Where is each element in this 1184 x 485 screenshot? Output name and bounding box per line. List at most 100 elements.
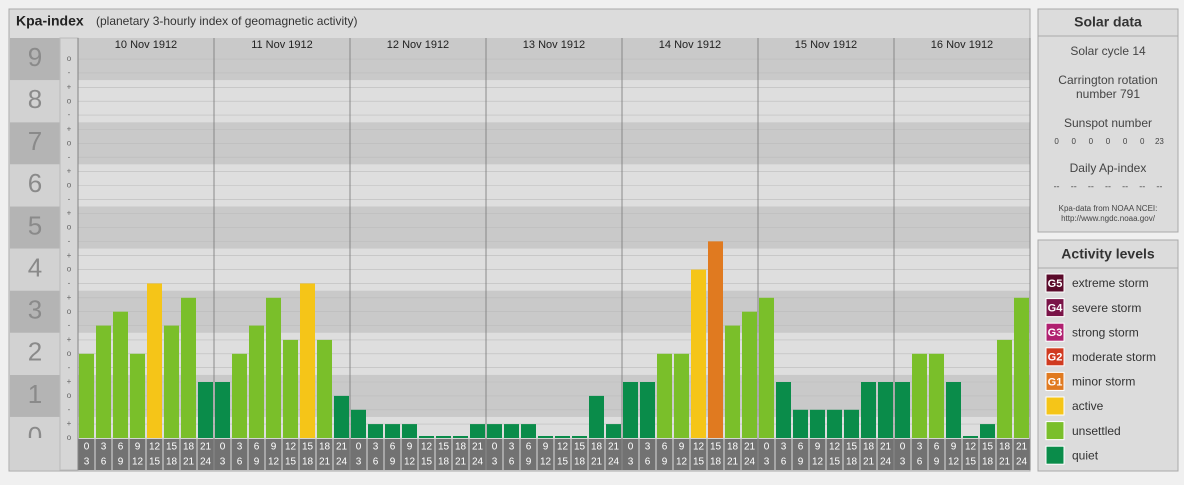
hour-cell <box>180 439 197 470</box>
y-major-label: 7 <box>28 126 42 156</box>
x-tick-label: 15 <box>285 457 297 468</box>
x-tick-label: 24 <box>1016 457 1028 468</box>
hour-cell <box>231 439 248 470</box>
x-tick-label: 18 <box>438 457 450 468</box>
x-tick-label: 24 <box>200 457 212 468</box>
x-tick-label: 15 <box>149 457 161 468</box>
x-tick-label: 18 <box>166 457 178 468</box>
label-band <box>10 290 60 333</box>
bar <box>895 382 910 438</box>
hour-cell <box>333 439 350 470</box>
y-tick-label: - <box>68 152 71 161</box>
x-tick-label: 15 <box>846 442 858 453</box>
bar <box>334 395 349 438</box>
x-tick-label: 12 <box>404 457 416 468</box>
bar <box>436 436 451 438</box>
y-tick-label: + <box>67 124 72 133</box>
legend-title: Activity levels <box>1061 246 1155 262</box>
sunspot-value: 23 <box>1155 137 1164 146</box>
bar <box>130 353 145 438</box>
x-tick-label: 3 <box>628 457 634 468</box>
hour-cell <box>350 439 367 470</box>
x-tick-label: 9 <box>934 457 940 468</box>
bar <box>810 409 825 438</box>
x-tick-label: 18 <box>863 442 875 453</box>
bar <box>623 382 638 438</box>
x-tick-label: 15 <box>421 457 433 468</box>
x-tick-label: 21 <box>1016 442 1028 453</box>
bar <box>249 325 264 438</box>
y-tick-label: o <box>67 180 72 189</box>
bar <box>402 424 417 438</box>
bar <box>96 325 111 438</box>
bar <box>453 436 468 438</box>
sunspot-title: Sunspot number <box>1064 116 1152 130</box>
y-tick-label: o <box>67 96 72 105</box>
x-tick-label: 15 <box>166 442 178 453</box>
x-tick-label: 6 <box>798 442 804 453</box>
legend-label: minor storm <box>1072 375 1135 389</box>
hour-cell <box>928 439 945 470</box>
band <box>78 416 1030 438</box>
bar <box>606 424 621 438</box>
legend-label: strong storm <box>1072 325 1139 339</box>
bar <box>878 382 893 438</box>
hour-cell <box>401 439 418 470</box>
hour-cell <box>571 439 588 470</box>
x-tick-label: 12 <box>557 442 569 453</box>
hour-cell <box>639 439 656 470</box>
x-tick-label: 21 <box>319 457 331 468</box>
legend-swatch <box>1045 273 1065 293</box>
x-tick-label: 21 <box>183 457 195 468</box>
hour-cell <box>724 439 741 470</box>
ap-value: -- <box>1122 181 1128 191</box>
hour-cell <box>163 439 180 470</box>
x-tick-label: 12 <box>540 457 552 468</box>
day-label: 14 Nov 1912 <box>659 39 721 51</box>
sunspot-value: 0 <box>1123 137 1128 146</box>
legend-swatch <box>1045 347 1065 367</box>
y-major-label: 9 <box>28 42 42 72</box>
x-tick-label: 15 <box>829 457 841 468</box>
bar <box>776 382 791 438</box>
bar <box>572 436 587 438</box>
hour-cell <box>265 439 282 470</box>
bar <box>861 382 876 438</box>
x-tick-label: 18 <box>727 442 739 453</box>
x-tick-label: 21 <box>455 457 467 468</box>
bar <box>215 382 230 438</box>
ap-title: Daily Ap-index <box>1070 161 1147 175</box>
bar <box>589 395 604 438</box>
solar-title: Solar data <box>1074 14 1142 30</box>
x-tick-label: 12 <box>149 442 161 453</box>
hour-cell <box>758 439 775 470</box>
x-tick-label: 15 <box>557 457 569 468</box>
bar <box>79 353 94 438</box>
ap-value: -- <box>1139 181 1145 191</box>
x-tick-label: 0 <box>356 442 362 453</box>
bar <box>1014 297 1029 438</box>
day-label: 13 Nov 1912 <box>523 39 585 51</box>
ap-value: -- <box>1105 181 1111 191</box>
x-tick-label: 15 <box>302 442 314 453</box>
bar <box>691 269 706 438</box>
x-tick-label: 15 <box>982 442 994 453</box>
hour-cell <box>979 439 996 470</box>
x-tick-label: 15 <box>438 442 450 453</box>
y-tick-label: o <box>67 138 72 147</box>
label-band <box>10 38 60 81</box>
x-tick-label: 3 <box>764 457 770 468</box>
bar <box>759 297 774 438</box>
sunspot-value: 0 <box>1106 137 1111 146</box>
hour-cell <box>962 439 979 470</box>
y-tick-label: o <box>67 349 72 358</box>
bar <box>181 297 196 438</box>
x-tick-label: 9 <box>526 457 532 468</box>
label-band <box>10 206 60 249</box>
x-tick-label: 9 <box>135 442 141 453</box>
bar <box>317 339 332 438</box>
y-tick-label: - <box>68 363 71 372</box>
hour-cell <box>656 439 673 470</box>
x-tick-label: 6 <box>934 442 940 453</box>
